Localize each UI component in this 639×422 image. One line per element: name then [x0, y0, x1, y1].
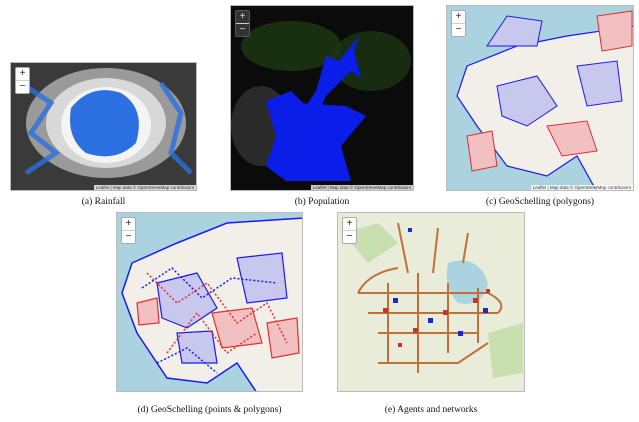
schelling-map — [456, 10, 633, 190]
map-panel: + − Leaflet | Map data © OpenStreetMap co… — [446, 5, 634, 191]
zoom-in[interactable]: + — [455, 11, 462, 22]
attribution: Leaflet | Map data © OpenStreetMap contr… — [530, 185, 633, 190]
zoom-out[interactable]: − — [452, 23, 465, 36]
caption: (d) GeoSchelling (points & polygons) — [137, 405, 282, 415]
population-map — [231, 21, 411, 181]
zoom-control[interactable]: + − — [342, 217, 357, 244]
map-panel: + − — [116, 212, 303, 392]
zoom-out[interactable]: − — [236, 23, 249, 36]
zoom-control[interactable]: + − — [15, 67, 30, 94]
attribution: Leaflet | Map data © OpenStreetMap contr… — [310, 185, 413, 190]
schelling-points-map — [121, 217, 302, 391]
caption: (e) Agents and networks — [384, 405, 478, 415]
map-panel: + − — [337, 212, 525, 392]
caption: (b) Population — [294, 197, 350, 207]
zoom-control[interactable]: + − — [121, 217, 136, 244]
zoom-out[interactable]: − — [122, 230, 135, 243]
zoom-control[interactable]: + − — [451, 10, 466, 37]
rainfall-map — [19, 68, 193, 178]
zoom-in[interactable]: + — [346, 218, 353, 229]
zoom-out[interactable]: − — [16, 80, 29, 93]
zoom-in[interactable]: + — [19, 68, 26, 79]
attribution: Leaflet | Map data © OpenStreetMap contr… — [93, 185, 196, 190]
network-map — [338, 213, 524, 391]
zoom-control[interactable]: + − — [235, 10, 250, 37]
caption: (a) Rainfall — [81, 197, 126, 207]
caption: (c) GeoSchelling (polygons) — [485, 197, 595, 207]
zoom-in[interactable]: + — [125, 218, 132, 229]
zoom-out[interactable]: − — [343, 230, 356, 243]
zoom-in[interactable]: + — [239, 11, 246, 22]
map-panel: + − Leaflet | Map data © OpenStreetMap co… — [230, 5, 414, 191]
map-panel: + − Leaflet | Map data © OpenStreetMap co… — [10, 62, 197, 191]
